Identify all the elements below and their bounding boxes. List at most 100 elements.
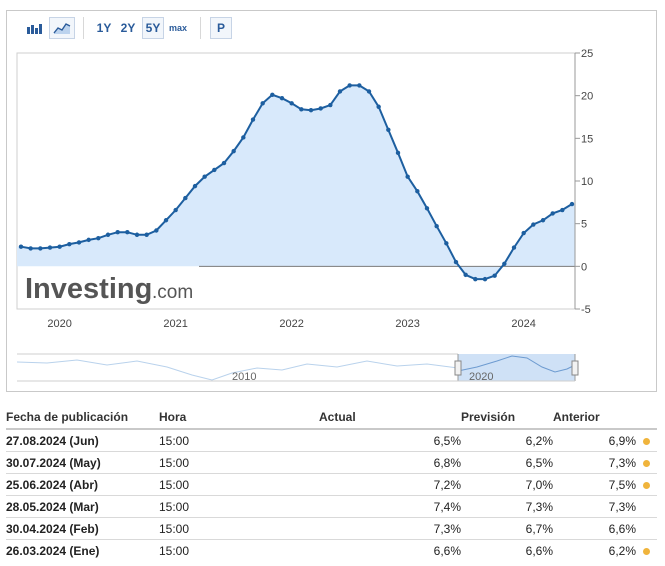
data-point[interactable] <box>328 102 333 108</box>
watermark-brand: Investing <box>25 273 152 305</box>
data-point[interactable] <box>250 117 256 122</box>
data-point[interactable] <box>376 104 381 109</box>
row-forecast: 7,3% <box>461 495 553 518</box>
data-point[interactable] <box>202 174 207 179</box>
status-dot-icon[interactable] <box>643 481 650 489</box>
data-point[interactable] <box>424 206 430 211</box>
row-date: 30.04.2024 (Feb) <box>6 517 159 540</box>
data-point[interactable] <box>241 135 246 140</box>
data-point[interactable] <box>212 167 217 173</box>
data-point[interactable] <box>357 83 362 88</box>
data-point[interactable] <box>473 276 478 282</box>
data-point[interactable] <box>463 272 468 278</box>
data-point[interactable] <box>531 222 536 227</box>
data-point[interactable] <box>18 244 24 249</box>
bar-chart-icon[interactable] <box>21 17 47 39</box>
row-previous: 7,3% <box>553 495 636 518</box>
data-point[interactable] <box>540 218 546 223</box>
table-row: 26.03.2024 (Ene) 15:00 6,6% 6,6% 6,2% <box>6 540 657 562</box>
row-time: 15:00 <box>159 495 319 518</box>
data-point[interactable] <box>67 241 72 247</box>
data-point[interactable] <box>260 101 265 106</box>
data-point[interactable] <box>405 174 410 179</box>
data-point[interactable] <box>502 261 507 266</box>
range-1y-button[interactable]: 1Y <box>96 21 112 35</box>
row-time: 15:00 <box>159 451 319 474</box>
row-forecast: 6,7% <box>461 517 553 540</box>
data-point[interactable] <box>289 101 294 106</box>
data-point[interactable] <box>86 237 91 243</box>
data-point[interactable] <box>38 246 43 251</box>
y-tick-label: 0 <box>581 261 587 273</box>
area-chart-icon[interactable] <box>49 17 75 39</box>
data-point[interactable] <box>560 207 565 213</box>
y-tick-label: 25 <box>581 48 593 60</box>
data-point[interactable] <box>318 106 323 111</box>
range-2y-button[interactable]: 2Y <box>120 21 136 35</box>
data-point[interactable] <box>221 160 227 166</box>
data-point[interactable] <box>76 240 82 245</box>
header-previous[interactable]: Anterior <box>553 406 636 430</box>
data-point[interactable] <box>57 244 62 249</box>
data-point[interactable] <box>347 83 352 88</box>
header-time[interactable]: Hora <box>159 406 319 430</box>
row-dot-cell <box>636 517 657 540</box>
data-point[interactable] <box>521 230 526 236</box>
data-point[interactable] <box>453 259 459 265</box>
row-date: 25.06.2024 (Abr) <box>6 473 159 496</box>
data-point[interactable] <box>28 246 33 251</box>
table-row: 27.08.2024 (Jun) 15:00 6,5% 6,2% 6,9% <box>6 429 657 452</box>
data-point[interactable] <box>154 228 159 233</box>
data-point[interactable] <box>299 107 304 112</box>
navigator-label-2010: 2010 <box>232 371 256 383</box>
data-point[interactable] <box>163 218 169 223</box>
data-point[interactable] <box>386 127 391 132</box>
data-point[interactable] <box>511 245 517 250</box>
navigator-window[interactable] <box>458 354 575 381</box>
row-previous: 7,5% <box>553 473 636 496</box>
data-point[interactable] <box>192 183 198 189</box>
toolbar-divider <box>200 17 201 39</box>
status-dot-icon[interactable] <box>643 459 650 467</box>
data-point[interactable] <box>105 232 111 237</box>
row-dot-cell <box>636 451 657 474</box>
row-previous: 7,3% <box>553 451 636 474</box>
range-navigator[interactable]: 2010 2020 <box>16 353 579 383</box>
navigator-handle-right[interactable] <box>571 360 579 376</box>
x-axis: 2020 2021 2022 2023 2024 <box>47 318 535 330</box>
p-button[interactable]: P <box>210 17 232 39</box>
data-point[interactable] <box>47 245 53 250</box>
data-point[interactable] <box>125 230 130 235</box>
data-point[interactable] <box>337 89 343 94</box>
data-point[interactable] <box>231 148 236 154</box>
data-point[interactable] <box>366 89 372 94</box>
history-table: Fecha de publicación Hora Actual Previsi… <box>6 406 657 561</box>
data-point[interactable] <box>183 195 188 201</box>
data-point[interactable] <box>173 207 178 213</box>
data-point[interactable] <box>134 232 140 237</box>
data-point[interactable] <box>395 150 401 156</box>
data-point[interactable] <box>279 96 285 101</box>
status-dot-icon[interactable] <box>643 437 650 445</box>
data-point[interactable] <box>308 107 314 113</box>
data-point[interactable] <box>492 273 497 278</box>
data-point[interactable] <box>415 189 420 194</box>
data-point[interactable] <box>270 92 275 98</box>
header-date[interactable]: Fecha de publicación <box>6 406 159 430</box>
range-5y-button[interactable]: 5Y <box>142 17 164 39</box>
x-tick-label: 2022 <box>279 318 303 330</box>
data-point[interactable] <box>569 201 575 207</box>
data-point[interactable] <box>434 224 439 229</box>
data-point[interactable] <box>444 241 449 246</box>
data-point[interactable] <box>482 276 488 282</box>
data-point[interactable] <box>96 235 101 241</box>
data-point[interactable] <box>115 230 120 235</box>
range-max-button[interactable]: max <box>168 23 187 33</box>
data-point[interactable] <box>550 211 555 216</box>
data-point[interactable] <box>144 232 149 237</box>
row-actual: 6,5% <box>319 429 461 452</box>
header-forecast[interactable]: Previsión <box>461 406 553 430</box>
header-actual[interactable]: Actual <box>319 406 461 430</box>
navigator-handle-left[interactable] <box>454 360 462 376</box>
status-dot-icon[interactable] <box>643 547 650 555</box>
